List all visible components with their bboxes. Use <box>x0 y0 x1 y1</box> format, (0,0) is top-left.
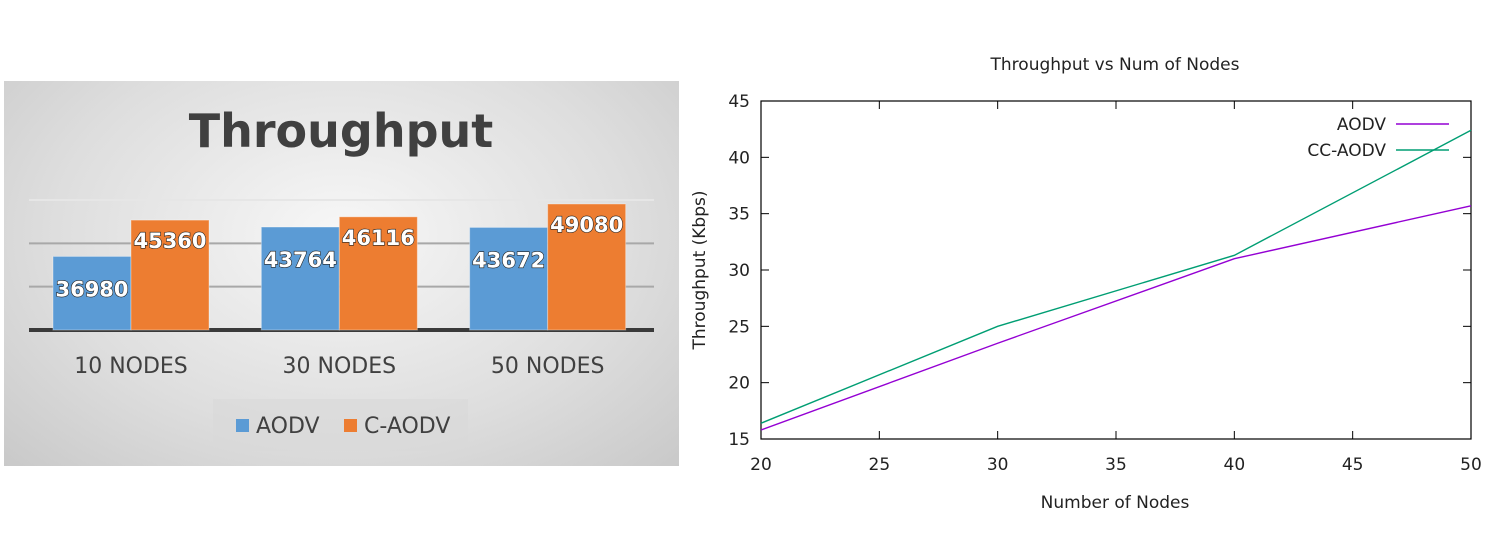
line-chart-series <box>760 129 1472 431</box>
bar-chart-title: Throughput <box>189 104 494 158</box>
y-tick-label: 25 <box>728 317 750 337</box>
series-line-cc-aodv <box>760 129 1472 424</box>
bar-aodv <box>52 255 132 331</box>
bar-data-label: 36980 <box>55 277 128 301</box>
line-legend-label-cc-aodv: CC-AODV <box>1307 141 1386 161</box>
bar-c-aodv <box>130 219 210 331</box>
y-tick-label: 35 <box>728 205 750 225</box>
line-chart-xlabel: Number of Nodes <box>1041 493 1190 513</box>
bar-data-label: 43764 <box>264 248 337 272</box>
x-tick-label: 45 <box>1342 455 1364 475</box>
bar-aodv <box>260 226 340 331</box>
legend-label-c-aodv: C-AODV <box>364 414 450 439</box>
line-chart: Throughput vs Num of Nodes Number of Nod… <box>690 55 1482 513</box>
x-tick-label: 40 <box>1224 455 1246 475</box>
bar-chart-legend: AODV C-AODV <box>213 399 468 451</box>
legend-swatch-aodv <box>236 419 249 432</box>
bar-c-aodv <box>547 203 627 331</box>
x-tick-label: 20 <box>750 455 772 475</box>
x-tick-label: 25 <box>869 455 891 475</box>
line-chart-legend: AODV CC-AODV <box>1307 115 1449 161</box>
legend-swatch-c-aodv <box>344 419 357 432</box>
bar-c-aodv <box>338 216 418 331</box>
y-tick-label: 30 <box>728 261 750 281</box>
bar-category-label: 30 NODES <box>283 354 397 379</box>
y-tick-label: 40 <box>728 148 750 168</box>
bar-data-label: 43672 <box>472 248 545 272</box>
y-tick-label: 20 <box>728 374 750 394</box>
bar-legend-box <box>213 399 468 451</box>
bar-chart-panel: Throughput 36980 45360 43764 46116 43672 4908… <box>4 81 679 466</box>
bar-data-label: 46116 <box>342 226 415 250</box>
line-chart-title: Throughput vs Num of Nodes <box>990 55 1240 75</box>
y-tick-label: 45 <box>728 92 750 112</box>
legend-label-aodv: AODV <box>256 414 320 439</box>
bar-data-label: 49080 <box>550 213 623 237</box>
bar-category-label: 10 NODES <box>74 354 188 379</box>
line-chart-ylabel: Throughput (Kbps) <box>690 190 710 350</box>
bar-category-label: 50 NODES <box>491 354 605 379</box>
line-chart-panel: Throughput vs Num of Nodes Number of Nod… <box>683 40 1491 520</box>
series-line-aodv <box>760 205 1472 431</box>
x-tick-label: 30 <box>987 455 1009 475</box>
x-tick-label: 35 <box>1105 455 1127 475</box>
bar-chart-category-labels: 10 NODES 30 NODES 50 NODES <box>74 354 604 379</box>
bar-data-label: 45360 <box>133 229 206 253</box>
line-legend-label-aodv: AODV <box>1337 115 1387 135</box>
bar-aodv <box>469 226 549 331</box>
x-tick-label: 50 <box>1460 455 1482 475</box>
y-tick-label: 15 <box>728 430 750 450</box>
